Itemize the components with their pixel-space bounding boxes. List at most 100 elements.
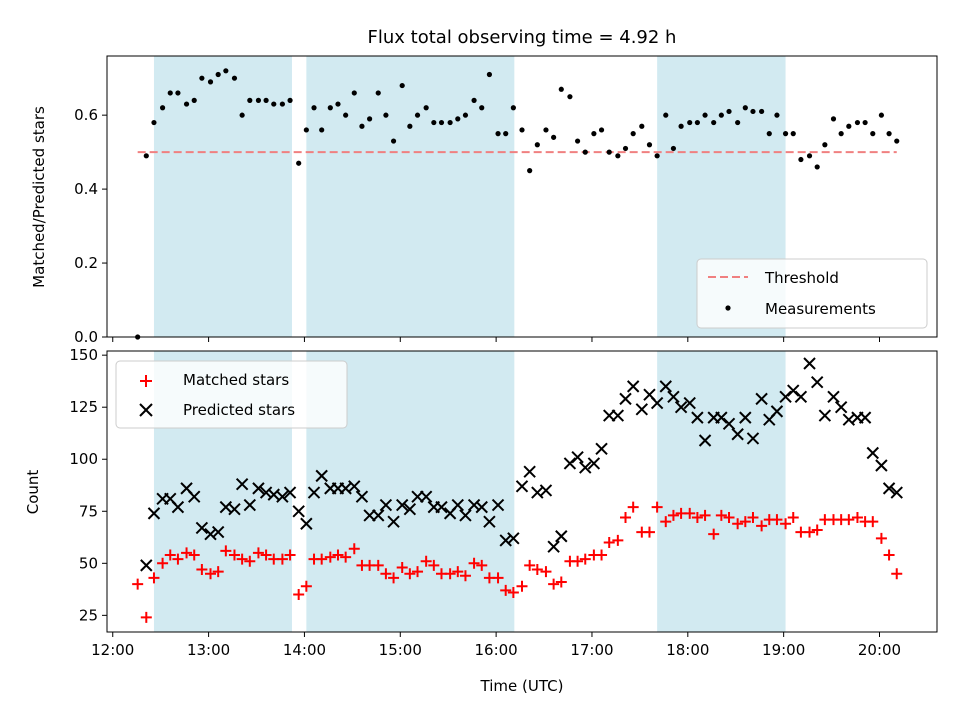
measurement-point [495, 131, 501, 137]
measurement-point [630, 131, 636, 137]
measurement-point [239, 112, 245, 118]
measurement-point [479, 105, 485, 111]
matched-star-point [883, 549, 895, 561]
measurement-point [822, 142, 828, 148]
measurement-point [423, 105, 429, 111]
matched-star-point [181, 547, 193, 559]
measurement-point [263, 97, 269, 103]
predicted-star-point [595, 442, 608, 456]
measurement-point [670, 145, 677, 152]
y-tick-label: 0.6 [74, 106, 98, 124]
predicted-star-point [475, 500, 488, 514]
matched-star-point [811, 524, 823, 536]
legend-predicted-label: Predicted stars [183, 401, 295, 419]
measurement-point [687, 119, 693, 126]
x-tick-label: 12:00 [91, 641, 134, 659]
predicted-star-point [674, 400, 688, 414]
count-plot-frame [106, 350, 938, 633]
measurement-point [886, 131, 892, 137]
matched-star-point [188, 549, 200, 561]
measurement-point [766, 131, 772, 137]
measurement-point [551, 134, 557, 140]
predicted-star-point [875, 459, 888, 472]
matched-star-point [332, 549, 344, 561]
x-tick-label: 16:00 [475, 641, 518, 659]
predicted-star-point [818, 409, 832, 422]
matched-star-point [555, 576, 567, 588]
matched-star-point [531, 564, 543, 576]
measurement-point [438, 119, 445, 126]
predicted-star-point [626, 380, 640, 393]
x-tick-label: 20:00 [858, 641, 901, 659]
predicted-star-point [755, 392, 768, 406]
predicted-star-point [787, 384, 800, 397]
predicted-star-point [794, 390, 808, 404]
measurement-point [183, 101, 190, 107]
predicted-star-point [395, 498, 409, 512]
ratio-legend: Threshold Measurements [696, 258, 928, 329]
predicted-star-point [683, 396, 696, 410]
measurement-point [255, 97, 262, 103]
predicted-star-point [691, 411, 704, 424]
measurement-point [558, 86, 564, 92]
predicted-star-point [467, 498, 481, 512]
matched-star-point [612, 534, 624, 546]
matched-star-point [699, 509, 711, 521]
matched-star-point [284, 549, 296, 561]
measurement-point [159, 105, 166, 111]
measurement-point [574, 138, 581, 144]
matched-star-point [164, 549, 176, 561]
legend-threshold-label: Threshold [764, 269, 839, 287]
predicted-star-point [866, 446, 879, 460]
measurement-point [215, 71, 221, 78]
measurement-point [598, 127, 605, 133]
predicted-star-point [147, 507, 161, 520]
measurement-point [519, 127, 525, 133]
measurement-point [383, 112, 389, 118]
measurement-point [830, 116, 837, 122]
measurement-point [894, 138, 900, 144]
matched-star-point [756, 520, 768, 532]
matched-star-point [739, 516, 751, 528]
observing-intervals [153, 56, 786, 337]
x-tick-label: 18:00 [666, 641, 709, 659]
measurement-points [135, 68, 900, 340]
predicted-star-point [355, 490, 369, 503]
count-x-axis: 12:00 13:00 14:00 15:00 16:00 17:00 18:00 19:00… [91, 632, 901, 659]
matched-star-point [667, 509, 679, 521]
matched-star-point [428, 559, 440, 571]
predicted-star-point [228, 502, 241, 516]
matched-star-point [220, 545, 232, 557]
matched-star-point [148, 572, 160, 584]
measurement-point [854, 119, 861, 126]
matched-star-point [620, 512, 632, 524]
predicted-star-point [195, 521, 209, 535]
measurement-point [447, 119, 453, 126]
matched-star-point [380, 568, 392, 580]
predicted-star-point [387, 515, 400, 528]
measurement-point [646, 142, 653, 148]
y-tick-label: 0.4 [74, 180, 98, 198]
predicted-star-point [803, 357, 816, 370]
predicted-star-point [435, 500, 448, 514]
measurement-point [591, 131, 597, 137]
predicted-star-point [300, 517, 313, 530]
measurement-point [543, 127, 549, 133]
x-tick-label: 14:00 [283, 641, 326, 659]
matched-star-point [540, 566, 552, 578]
matched-star-point [603, 536, 615, 548]
predicted-star-point [252, 482, 265, 495]
predicted-star-point [571, 450, 584, 464]
matched-star-point [260, 549, 272, 561]
matched-star-point [340, 551, 352, 563]
matched-star-point [228, 549, 240, 561]
matched-star-point [732, 518, 744, 530]
predicted-star-point [451, 498, 464, 512]
matched-star-point [516, 580, 528, 592]
matched-star-point [548, 578, 560, 590]
predicted-star-point [698, 434, 712, 447]
matched-star-point [293, 589, 305, 601]
predicted-star-point [739, 411, 752, 424]
matched-star-point [452, 566, 464, 578]
measurement-point [311, 105, 317, 111]
